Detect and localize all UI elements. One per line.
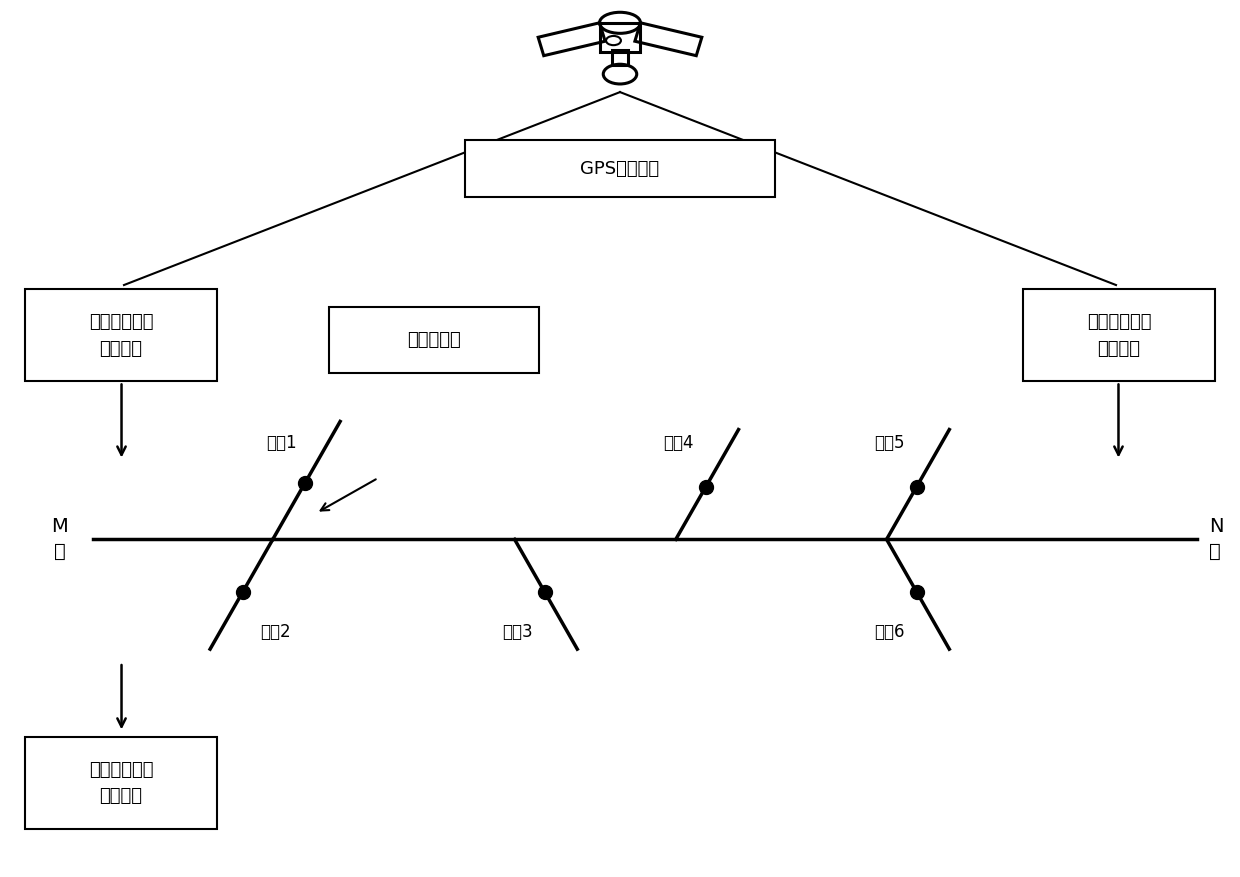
Point (906, 585, 926, 599)
FancyBboxPatch shape (465, 140, 775, 197)
Text: 支路5: 支路5 (874, 433, 905, 452)
Text: 支路1: 支路1 (267, 433, 298, 452)
Text: N
端: N 端 (1209, 517, 1224, 561)
FancyBboxPatch shape (25, 737, 217, 829)
Text: 支路6: 支路6 (874, 623, 905, 641)
Text: 三相电流行波
采集装置: 三相电流行波 采集装置 (1086, 313, 1152, 358)
Text: 支路3: 支路3 (502, 623, 533, 641)
FancyBboxPatch shape (329, 307, 539, 373)
Text: 三相电压电流
测量装置: 三相电压电流 测量装置 (88, 760, 154, 805)
Text: 支路2: 支路2 (260, 623, 291, 641)
Point (534, 585, 554, 599)
Text: 支路4: 支路4 (663, 433, 694, 452)
Bar (600, 23, 640, 52)
Point (906, 480, 926, 494)
Text: GPS同步时钟: GPS同步时钟 (580, 160, 660, 178)
Bar (611, 50, 629, 65)
Text: 三相电流行波
采集装置: 三相电流行波 采集装置 (88, 313, 154, 358)
FancyBboxPatch shape (25, 289, 217, 381)
Point (696, 480, 715, 494)
Point (233, 585, 253, 599)
Text: M
端: M 端 (51, 517, 68, 561)
Point (295, 475, 315, 489)
FancyBboxPatch shape (1023, 289, 1215, 381)
Text: 故障指示器: 故障指示器 (407, 331, 461, 349)
